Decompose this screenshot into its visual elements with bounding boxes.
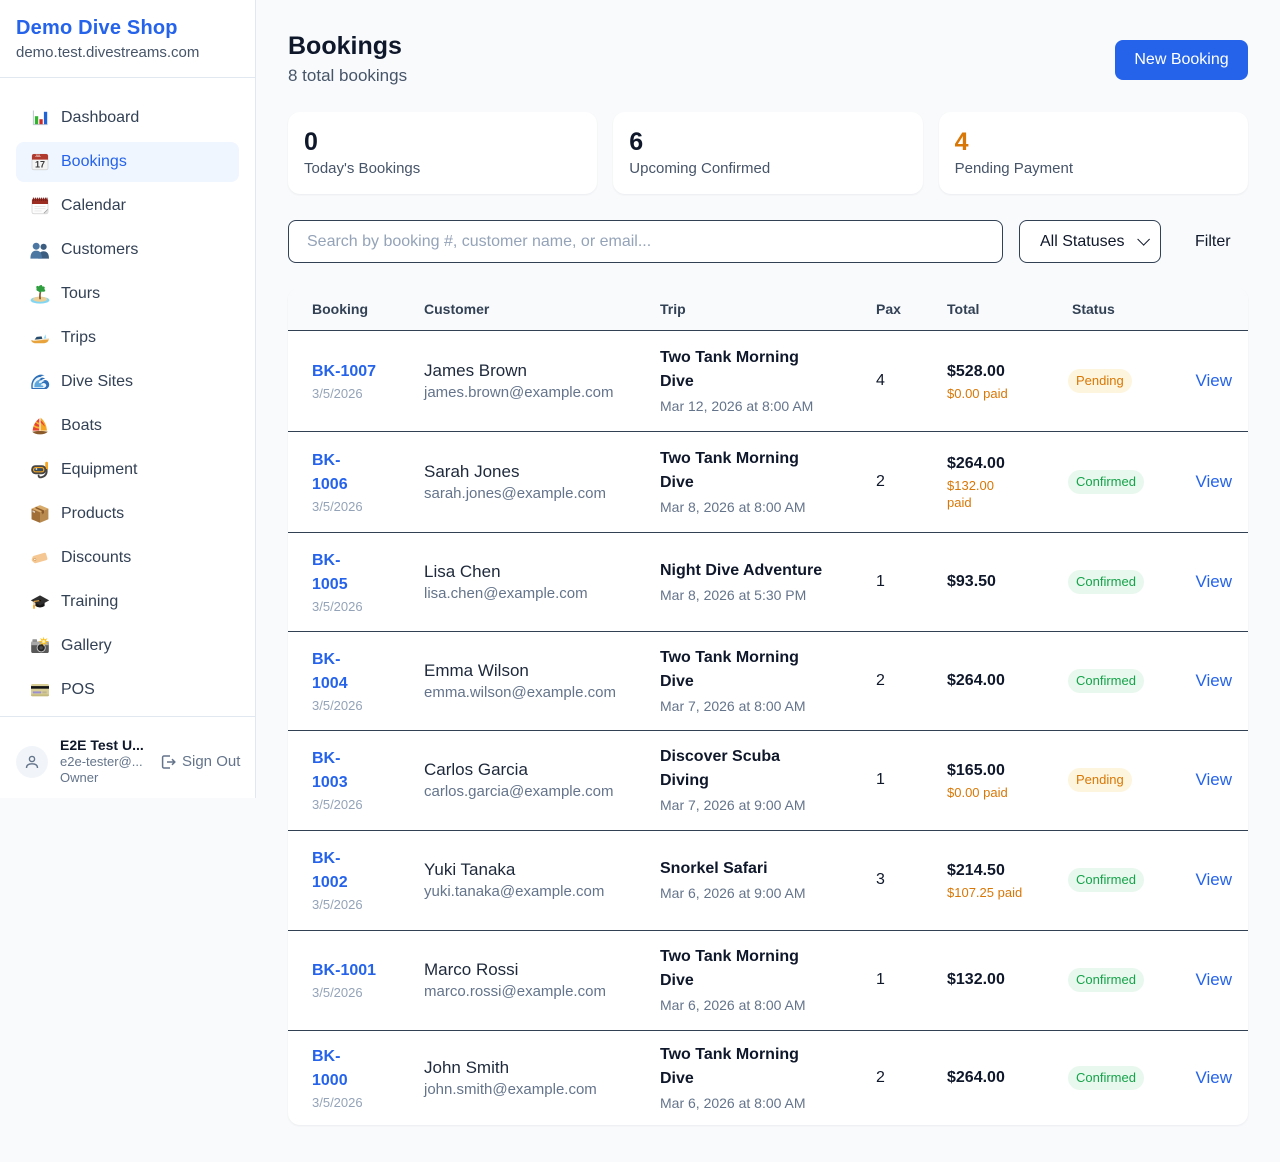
svg-text:17: 17 (35, 159, 45, 169)
svg-text:JUL: JUL (35, 154, 41, 158)
